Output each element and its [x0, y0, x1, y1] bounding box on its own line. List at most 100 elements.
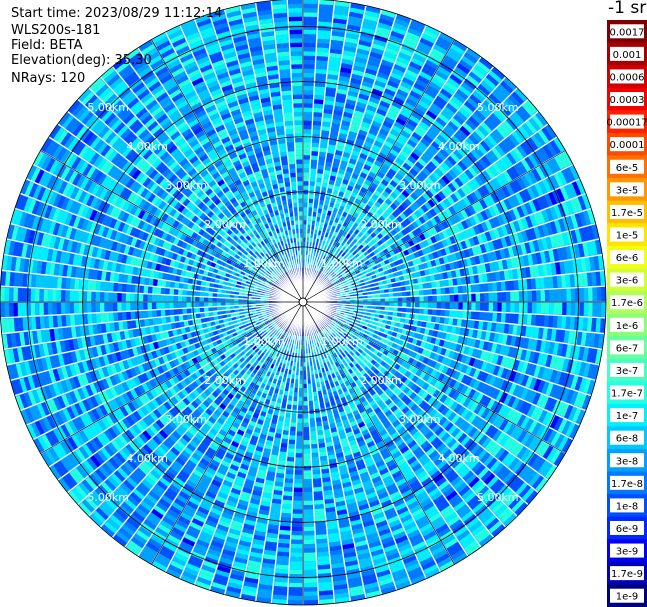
range-gate-cell — [521, 374, 530, 387]
range-gate-cell — [310, 155, 318, 161]
range-gate-cell — [367, 302, 372, 306]
range-gate-cell — [344, 143, 354, 150]
range-gate-cell — [293, 483, 303, 488]
range-gate-cell — [327, 206, 334, 212]
range-gate-cell — [479, 302, 485, 311]
range-gate-cell — [387, 132, 398, 141]
range-gate-cell — [331, 118, 341, 125]
range-gate-cell — [406, 302, 411, 308]
range-gate-cell — [303, 418, 310, 423]
range-gate-cell — [345, 278, 351, 283]
range-gate-cell — [380, 163, 390, 172]
range-gate-cell — [435, 315, 441, 324]
range-gate-cell — [310, 164, 317, 169]
range-gate-cell — [480, 209, 489, 221]
range-gate-cell — [576, 330, 583, 345]
range-gate-cell — [292, 509, 303, 514]
range-gate-cell — [324, 256, 329, 261]
range-gate-cell — [303, 548, 317, 553]
range-gate-cell — [458, 107, 471, 119]
range-gate-cell — [379, 310, 385, 315]
range-gate-cell — [303, 137, 311, 143]
range-gate-cell — [517, 313, 524, 325]
range-gate-cell — [331, 280, 337, 285]
range-gate-cell — [340, 246, 347, 252]
range-gate-cell — [460, 209, 469, 220]
range-gate-cell — [553, 355, 561, 370]
range-gate-cell — [385, 84, 398, 93]
range-gate-cell — [582, 272, 588, 287]
range-gate-cell — [399, 109, 411, 119]
range-gate-cell — [310, 159, 318, 165]
range-gate-cell — [468, 236, 476, 247]
range-gate-cell — [388, 76, 401, 85]
range-gate-cell — [484, 302, 489, 312]
range-gate-cell — [460, 354, 468, 364]
range-gate-cell — [309, 168, 317, 174]
range-gate-cell — [349, 269, 356, 274]
range-gate-cell — [313, 199, 319, 204]
range-gate-cell — [440, 247, 447, 257]
range-gate-cell — [311, 142, 320, 148]
range-gate-cell — [457, 310, 463, 319]
range-gate-cell — [394, 157, 405, 166]
range-gate-cell — [567, 259, 574, 274]
range-gate-cell — [453, 66, 468, 78]
range-gate-cell — [438, 32, 454, 44]
range-gate-cell — [373, 140, 383, 148]
range-gate-cell — [422, 230, 430, 239]
range-gate-cell — [344, 32, 359, 40]
range-gate-cell — [343, 242, 349, 249]
range-gate-cell — [306, 237, 310, 243]
range-gate-cell — [418, 308, 424, 315]
range-gate-cell — [567, 182, 578, 198]
range-gate-cell — [332, 114, 342, 121]
range-gate-cell — [395, 316, 402, 323]
range-gate-cell — [495, 174, 505, 187]
range-gate-cell — [285, 469, 295, 475]
range-gate-cell — [308, 198, 314, 204]
range-gate-cell — [552, 315, 558, 328]
range-gate-cell — [296, 422, 303, 428]
range-gate-cell — [578, 211, 587, 226]
range-gate-cell — [488, 93, 501, 106]
range-gate-cell — [333, 105, 344, 112]
range-gate-cell — [340, 251, 347, 258]
range-gate-cell — [505, 280, 511, 291]
range-gate-cell — [466, 193, 475, 205]
range-gate-cell — [449, 309, 454, 318]
range-gate-cell — [492, 353, 500, 365]
range-gate-cell — [474, 338, 481, 349]
range-gate-cell — [406, 307, 411, 313]
range-gate-cell — [455, 110, 468, 122]
range-gate-cell — [459, 125, 471, 137]
range-gate-cell — [415, 197, 424, 207]
range-gate-cell — [394, 321, 401, 328]
range-gate-cell — [311, 456, 320, 462]
range-gate-cell — [421, 275, 427, 283]
range-gate-cell — [557, 232, 565, 247]
range-gate-cell — [460, 55, 475, 68]
range-gate-cell — [364, 10, 380, 18]
range-gate-cell — [324, 277, 329, 282]
range-gate-cell — [330, 271, 335, 277]
range-gate-cell — [352, 244, 358, 251]
range-gate-cell — [372, 38, 387, 47]
range-gate-cell — [445, 236, 453, 246]
range-gate-cell — [524, 266, 531, 278]
range-gate-cell — [507, 246, 515, 258]
range-gate-cell — [589, 256, 596, 271]
range-gate-cell — [303, 12, 318, 17]
range-gate-cell — [312, 112, 323, 118]
range-gate-cell — [385, 156, 395, 164]
range-gate-cell — [541, 178, 552, 193]
range-gate-cell — [496, 226, 505, 238]
range-gate-cell — [516, 205, 525, 218]
range-gate-cell — [460, 171, 471, 183]
range-gate-cell — [303, 51, 316, 56]
range-gate-cell — [389, 179, 398, 188]
range-gate-cell — [433, 193, 443, 203]
range-gate-cell — [381, 92, 394, 101]
range-gate-cell — [526, 278, 532, 290]
range-gate-cell — [427, 288, 433, 295]
